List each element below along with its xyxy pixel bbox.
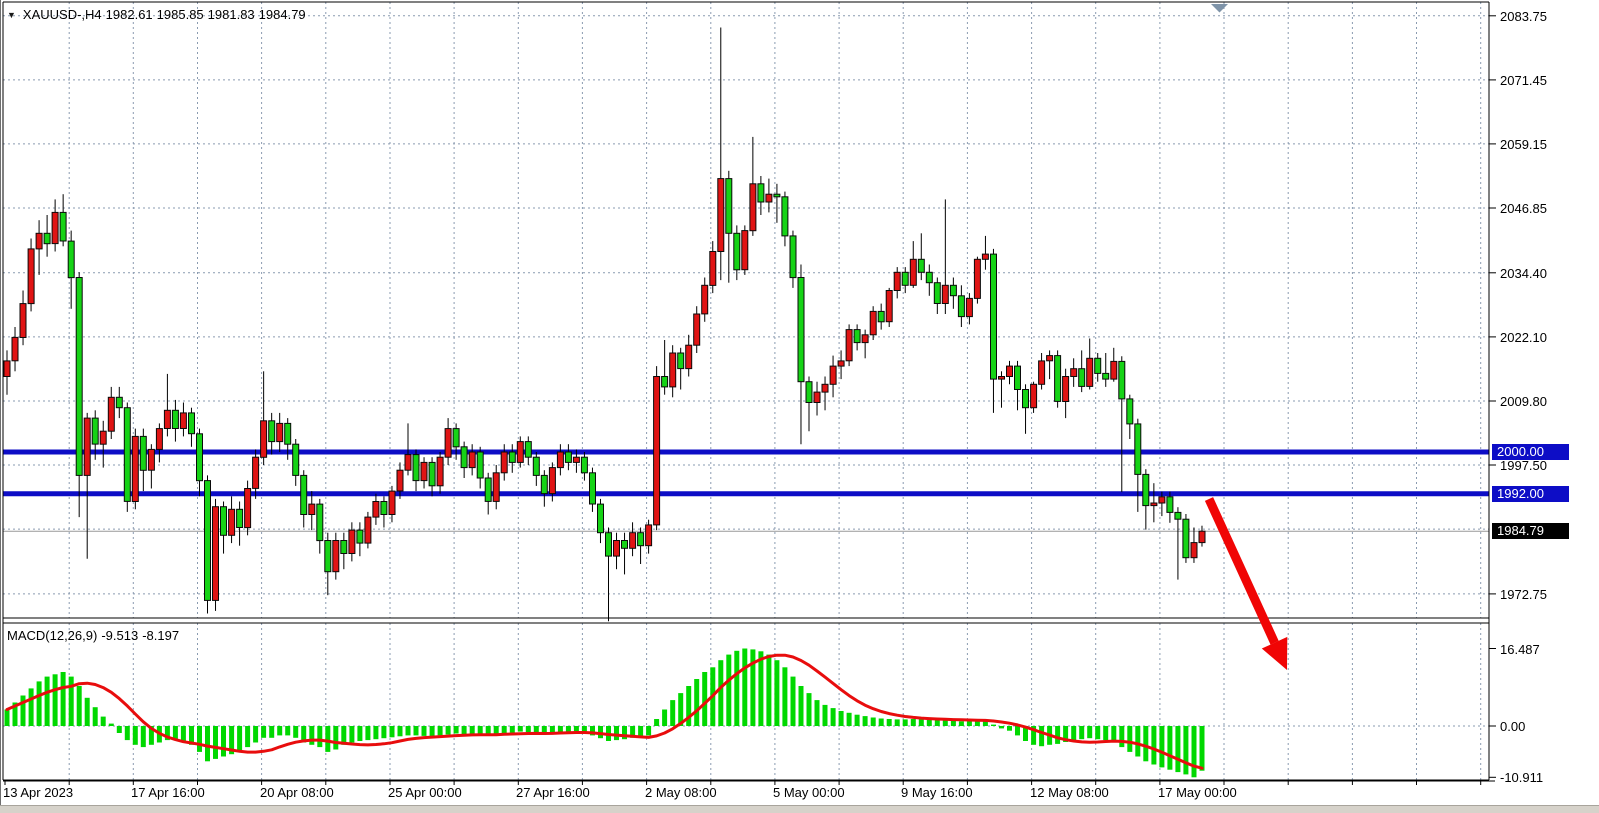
time-axis-label: 17 Apr 16:00 [131,785,205,800]
chart-shift-marker-icon[interactable] [1211,4,1228,13]
macd-axis-label: 16.487 [1500,642,1540,657]
macd-axis-label: -10.911 [1500,770,1544,785]
candles-layer [3,27,1206,622]
price-axis-label: 2059.15 [1500,137,1547,152]
time-axis-label: 17 May 00:00 [1158,785,1237,800]
time-axis-label: 2 May 08:00 [645,785,717,800]
level-price-tag-1992[interactable]: 1992.00 [1492,486,1569,502]
macd-value: -9.513 [101,628,139,643]
price-axis-label: 2034.40 [1500,266,1547,281]
price-axis-label: 1997.50 [1500,458,1547,473]
symbol-ohlc-readout: ▼ XAUUSD-,H4 1982.61 1985.85 1981.83 1984.79 [7,7,310,22]
ohlc-low: 1981.83 [207,7,255,22]
macd-indicator-readout: MACD(12,26,9) -9.513 -8.197 [7,628,183,643]
macd-axis-label: 0.00 [1500,719,1526,734]
price-axis-label: 2083.75 [1500,9,1547,24]
price-axis-label: 2009.80 [1500,394,1547,409]
macd-params-label: MACD(12,26,9) [7,628,98,643]
panel-borders [2,1,1495,782]
time-axis-label: 27 Apr 16:00 [516,785,590,800]
support-resistance-lines[interactable] [3,449,1489,497]
time-axis-label: 5 May 00:00 [773,785,845,800]
axis-ticks [4,15,1496,785]
window-bottom-strip [0,805,1599,813]
time-axis-label: 9 May 16:00 [901,785,973,800]
price-axis-label: 2071.45 [1500,73,1547,88]
time-axis-label: 25 Apr 00:00 [388,785,462,800]
macd-histogram [4,648,1205,778]
symbol-timeframe: XAUUSD-,H4 [22,7,102,22]
ohlc-open: 1982.61 [105,7,153,22]
current-price-tag: 1984.79 [1492,523,1569,539]
macd-signal-line [5,653,1204,770]
trend-arrow-icon[interactable] [1204,497,1288,670]
time-axis-label: 20 Apr 08:00 [260,785,334,800]
time-axis-label: 13 Apr 2023 [3,785,74,800]
time-axis-label: 12 May 08:00 [1030,785,1109,800]
price-axis-label: 1972.75 [1500,587,1547,602]
price-axis-label: 2022.10 [1500,330,1547,345]
level-price-tag-2000[interactable]: 2000.00 [1492,444,1569,460]
window-left-edge [0,0,1,805]
ohlc-close: 1984.79 [258,7,306,22]
macd-signal-value: -8.197 [142,628,180,643]
symbol-dropdown-icon: ▼ [7,10,16,20]
grid-vertical [68,2,1482,780]
ohlc-high: 1985.85 [156,7,204,22]
price-axis-label: 2046.85 [1500,201,1547,216]
